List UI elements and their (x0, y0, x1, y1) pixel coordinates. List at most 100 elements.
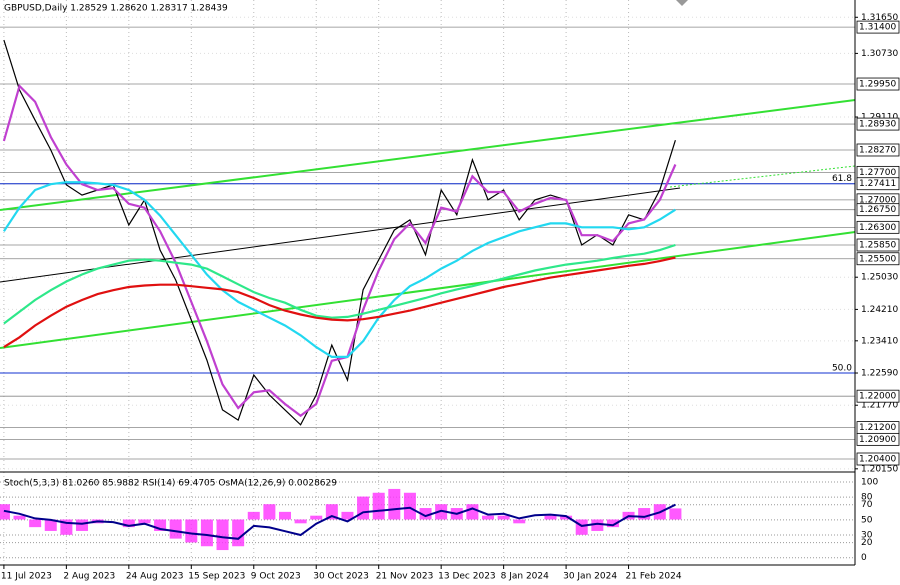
y-tick-label: 1.21770 (861, 401, 898, 411)
histogram-bar (310, 515, 323, 520)
y-tick-label: 80 (861, 493, 873, 503)
histogram-bar (122, 519, 135, 528)
histogram-bar (232, 519, 245, 547)
y-tick-label: 1.29110 (861, 113, 898, 123)
histogram-bar (13, 515, 26, 520)
indicator-line (3, 503, 676, 540)
y-tick-label: 1.22590 (861, 369, 898, 379)
chart-title: GBPUSD,Daily 1.28529 1.28620 1.28317 1.2… (4, 4, 228, 14)
histogram-bar (482, 515, 495, 520)
histogram-bar (357, 496, 370, 520)
level-label-box (856, 117, 900, 131)
histogram-bar (75, 519, 88, 531)
histogram-bar (341, 511, 354, 520)
level-label: 1.31400 (859, 23, 896, 33)
moving-average (3, 256, 676, 349)
histogram-bar (216, 519, 229, 551)
x-tick-label: 9 Oct 2023 (251, 572, 301, 582)
level-label: 1.20400 (859, 455, 896, 465)
histogram-bar (247, 511, 260, 520)
x-tick-label: 8 Jan 2024 (501, 572, 549, 582)
histogram-bar (591, 519, 604, 531)
histogram-bar (138, 519, 151, 524)
histogram-bar (497, 515, 510, 520)
fib-label: 50.0 (832, 364, 852, 374)
y-tick-label: 30 (861, 531, 873, 541)
level-label: 1.22000 (859, 392, 896, 402)
y-tick-label: 20 (861, 538, 873, 548)
x-tick-label: 15 Sep 2023 (188, 572, 245, 582)
level-label: 1.29950 (859, 80, 896, 90)
histogram-bar (419, 508, 432, 520)
y-tick-label: 1.20150 (861, 464, 898, 474)
histogram-bar (372, 492, 385, 520)
level-label-box (856, 452, 900, 466)
histogram-bar (279, 511, 291, 520)
histogram-bar (606, 519, 619, 528)
histogram-bar (154, 519, 167, 531)
level-label: 1.20900 (859, 435, 896, 445)
histogram-bar (403, 492, 416, 520)
histogram-bar (263, 504, 276, 520)
histogram-bar (185, 519, 198, 543)
level-label-box (856, 220, 900, 234)
histogram-bar (575, 519, 588, 535)
level-label-box (856, 252, 900, 266)
histogram-bar (560, 515, 573, 520)
histogram-bar (169, 519, 182, 539)
histogram-bar (200, 519, 213, 547)
level-label-box (856, 177, 900, 191)
y-tick-label: 1.25030 (861, 273, 898, 283)
fib-label: 61.8 (832, 174, 852, 184)
indicator-title: Stoch(5,3,3) 81.0260 85.9882 RSI(14) 69.… (4, 479, 337, 489)
histogram-bar (466, 504, 479, 520)
level-label: 1.28930 (859, 120, 896, 130)
x-tick-label: 21 Nov 2023 (376, 572, 434, 582)
level-label: 1.27411 (859, 179, 896, 189)
y-tick-label: 1.24210 (861, 305, 898, 315)
histogram-bar (325, 504, 338, 520)
trend-line (0, 231, 856, 349)
level-label-box (856, 77, 900, 91)
x-tick-label: 21 Feb 2024 (626, 572, 682, 582)
y-tick-label: 50 (861, 515, 873, 525)
level-label-box (856, 238, 900, 252)
y-tick-label: 1.23410 (861, 336, 898, 346)
x-tick-label: 30 Oct 2023 (313, 572, 369, 582)
y-tick-label: 0 (861, 553, 867, 563)
trend-line (0, 99, 856, 211)
histogram-bar (60, 519, 73, 535)
moving-average (2, 181, 676, 358)
level-label: 1.21200 (859, 423, 896, 433)
trend-line (669, 165, 856, 188)
histogram-bar (44, 519, 57, 531)
dropdown-arrow[interactable] (676, 0, 688, 6)
y-tick-label: 100 (861, 478, 878, 488)
y-tick-label: 1.30730 (861, 49, 898, 59)
level-label: 1.26750 (859, 205, 896, 215)
level-label-box (856, 20, 900, 34)
moving-average (2, 83, 677, 418)
level-label-box (856, 389, 900, 403)
x-tick-label: 30 Jan 2024 (563, 572, 617, 582)
histogram-bar (513, 519, 526, 524)
level-label: 1.26300 (859, 223, 896, 233)
level-label-box (856, 143, 900, 157)
level-label: 1.25850 (859, 241, 896, 251)
y-tick-label: 1.31650 (861, 13, 898, 23)
histogram-bar (669, 508, 682, 520)
x-tick-label: 24 Aug 2023 (126, 572, 184, 582)
level-label: 1.25500 (859, 254, 896, 264)
histogram-bar (388, 488, 401, 520)
x-tick-label: 2 Aug 2023 (63, 572, 115, 582)
histogram-bar (29, 519, 42, 528)
moving-average (3, 243, 676, 325)
y-tick-label: 70 (861, 500, 873, 510)
x-tick-label: 11 Jul 2023 (1, 572, 52, 582)
level-label: 1.27000 (859, 195, 896, 205)
histogram-bar (294, 519, 307, 524)
level-label: 1.28270 (859, 145, 896, 155)
